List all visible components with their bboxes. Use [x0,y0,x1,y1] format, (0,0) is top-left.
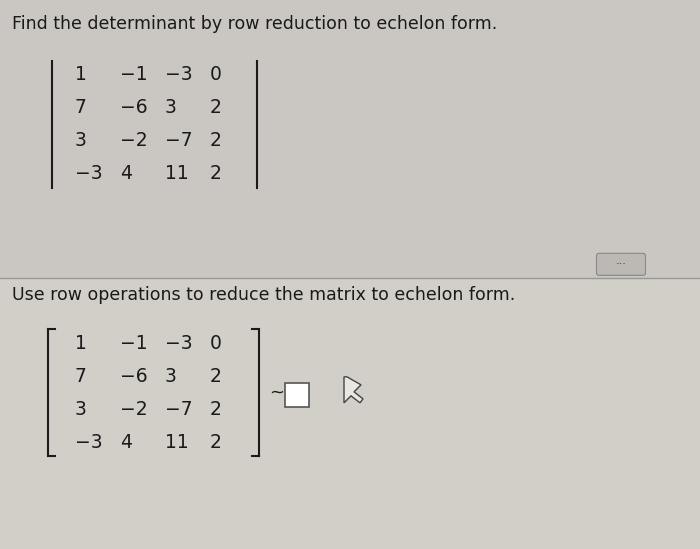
Polygon shape [344,377,363,403]
Text: −2: −2 [120,400,148,419]
Text: −7: −7 [165,400,192,419]
Text: −3: −3 [165,65,192,84]
Text: 2: 2 [210,98,222,117]
Text: 2: 2 [210,433,222,452]
Text: 7: 7 [75,98,87,117]
Bar [0,0,700,278]
Text: 11: 11 [165,433,189,452]
Bar [285,383,309,407]
Text: 7: 7 [75,367,87,386]
Text: 3: 3 [75,400,87,419]
FancyBboxPatch shape [596,253,645,276]
Text: 1: 1 [75,334,87,353]
Bar [0,278,700,549]
Text: ~: ~ [269,384,284,402]
Text: 4: 4 [120,433,132,452]
Text: 4: 4 [120,164,132,183]
Text: 3: 3 [165,367,177,386]
Text: −6: −6 [120,367,148,386]
Text: 2: 2 [210,164,222,183]
Text: −1: −1 [120,334,148,353]
Text: ···: ··· [615,259,626,270]
Text: 3: 3 [75,131,87,150]
Text: 3: 3 [165,98,177,117]
Text: 0: 0 [210,334,222,353]
Text: −3: −3 [165,334,192,353]
Text: Find the determinant by row reduction to echelon form.: Find the determinant by row reduction to… [12,15,497,33]
Text: Use row operations to reduce the matrix to echelon form.: Use row operations to reduce the matrix … [12,287,515,304]
Text: −7: −7 [165,131,192,150]
Text: 2: 2 [210,131,222,150]
Text: −3: −3 [75,433,103,452]
Text: −2: −2 [120,131,148,150]
Text: 0: 0 [210,65,222,84]
Text: 1: 1 [75,65,87,84]
Text: 2: 2 [210,400,222,419]
Text: −3: −3 [75,164,103,183]
Text: 11: 11 [165,164,189,183]
Text: 2: 2 [210,367,222,386]
Text: −1: −1 [120,65,148,84]
Text: −6: −6 [120,98,148,117]
